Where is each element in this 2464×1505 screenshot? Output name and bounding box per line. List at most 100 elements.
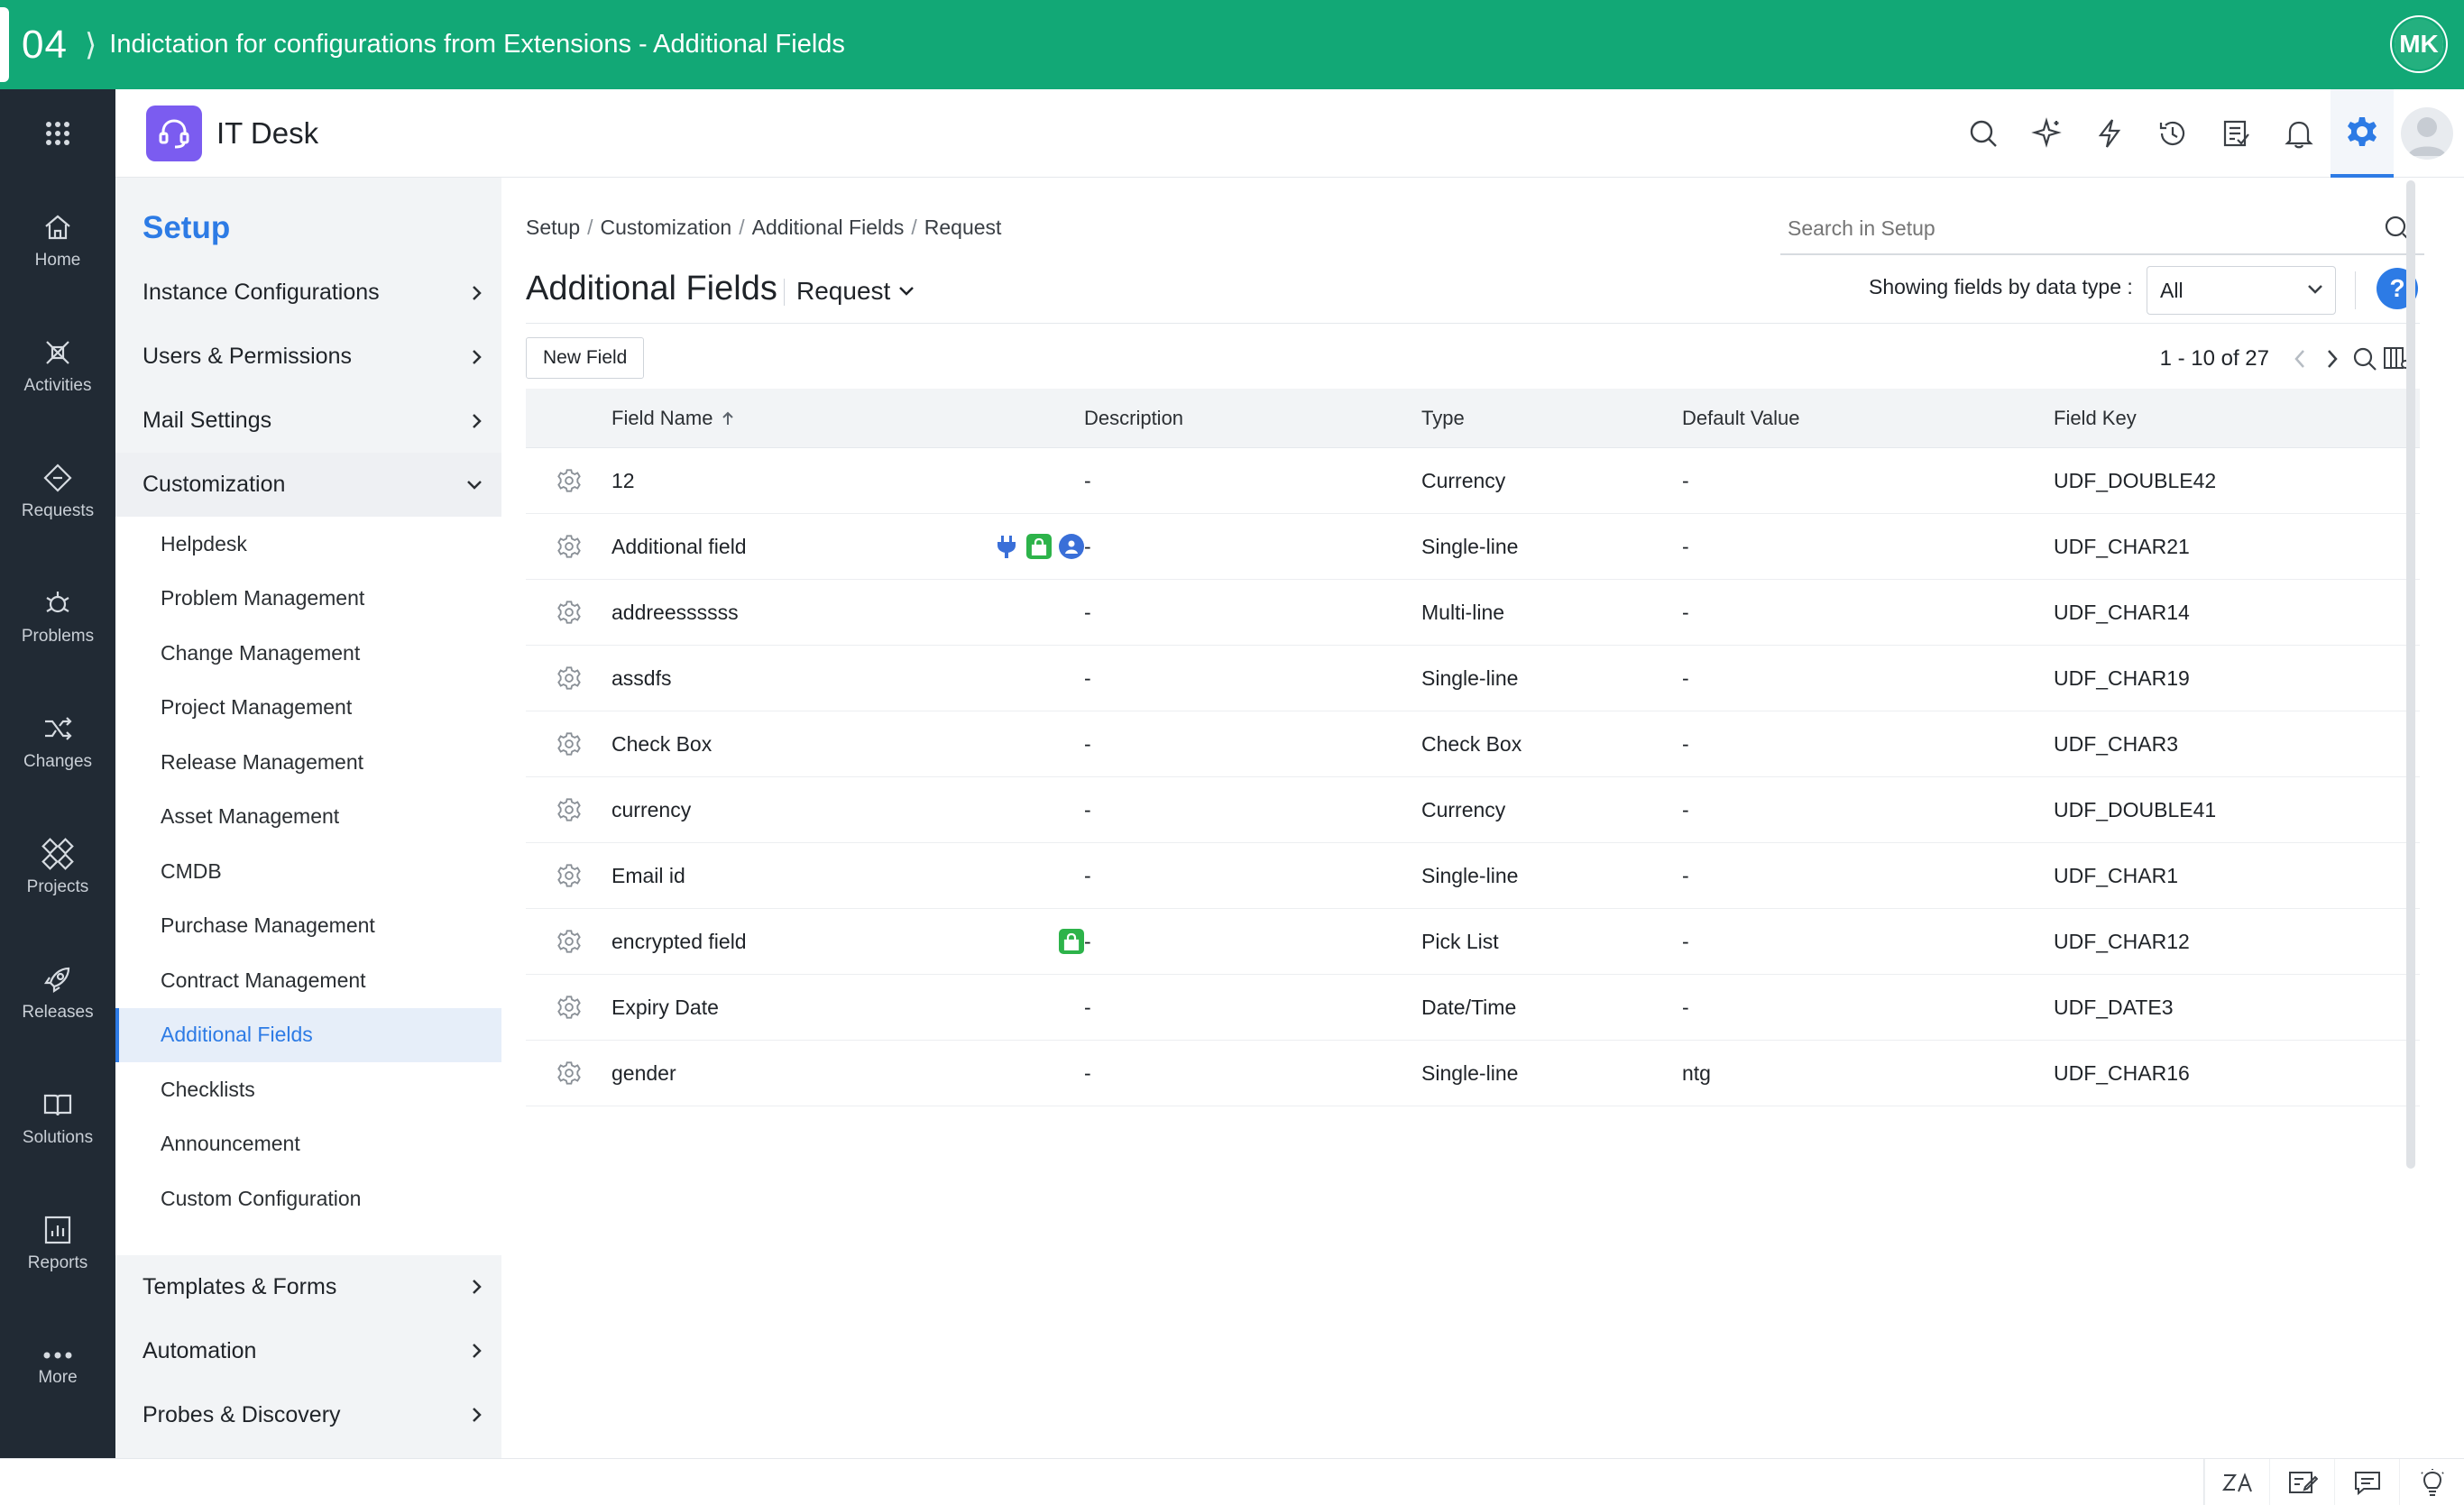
notes-icon[interactable]: [2269, 1459, 2334, 1505]
menu-group-instance-configurations[interactable]: Instance Configurations: [115, 261, 501, 325]
module-dropdown[interactable]: Request: [796, 277, 915, 306]
row-settings-button[interactable]: [526, 468, 611, 493]
submenu-additional-fields[interactable]: Additional Fields: [115, 1007, 501, 1062]
rail-more[interactable]: More: [0, 1306, 115, 1431]
submenu-asset-management[interactable]: Asset Management: [161, 804, 340, 829]
user-avatar[interactable]: MK: [2392, 17, 2446, 71]
row-settings-button[interactable]: [526, 665, 611, 691]
menu-group-customization[interactable]: Customization: [115, 453, 501, 517]
table-row[interactable]: addreessssss - Multi-line - UDF_CHAR14: [526, 580, 2420, 646]
cell-field-name[interactable]: 12: [611, 469, 1084, 493]
vertical-scrollbar[interactable]: [2406, 180, 2415, 1169]
rail-solutions[interactable]: Solutions: [0, 1055, 115, 1180]
submenu-project-management[interactable]: Project Management: [161, 695, 353, 720]
table-row[interactable]: 12 - Currency - UDF_DOUBLE42: [526, 448, 2420, 514]
step-separator-icon: ⟩: [85, 27, 97, 62]
cell-field-name[interactable]: Check Box: [611, 732, 1084, 757]
table-row[interactable]: currency - Currency - UDF_DOUBLE41: [526, 777, 2420, 843]
cell-field-name[interactable]: assdfs: [611, 666, 1084, 691]
row-settings-button[interactable]: [526, 1060, 611, 1086]
cell-field-name[interactable]: encrypted field: [611, 928, 1084, 954]
rail-problems[interactable]: Problems: [0, 554, 115, 679]
cell-field-name[interactable]: currency: [611, 798, 1084, 822]
rail-label: Solutions: [22, 1127, 94, 1147]
rail-home[interactable]: Home: [0, 178, 115, 303]
it-desk-logo[interactable]: [146, 105, 202, 161]
breadcrumb-customization[interactable]: Customization: [600, 216, 732, 239]
rail-activities[interactable]: Activities: [0, 303, 115, 428]
column-field-name[interactable]: Field Name: [611, 407, 1084, 430]
row-settings-button[interactable]: [526, 534, 611, 559]
cell-field-name[interactable]: Additional field: [611, 533, 1084, 559]
breadcrumb-additional-fields[interactable]: Additional Fields: [751, 216, 905, 239]
profile-avatar[interactable]: [2401, 107, 2453, 160]
breadcrumb-setup[interactable]: Setup: [526, 216, 581, 239]
submenu-problem-management[interactable]: Problem Management: [161, 586, 365, 610]
tasks-icon[interactable]: [2204, 89, 2267, 178]
submenu-purchase-management[interactable]: Purchase Management: [161, 913, 375, 938]
row-settings-button[interactable]: [526, 929, 611, 954]
column-description[interactable]: Description: [1084, 406, 1184, 429]
cell-description: -: [1084, 995, 1091, 1019]
rail-label: Changes: [23, 751, 93, 771]
menu-group-users-permissions[interactable]: Users & Permissions: [115, 325, 501, 389]
row-settings-button[interactable]: [526, 797, 611, 822]
cell-field-name[interactable]: addreessssss: [611, 601, 1084, 625]
ai-sparkle-icon[interactable]: [2015, 89, 2078, 178]
chat-icon[interactable]: [2334, 1459, 2399, 1505]
new-field-button[interactable]: New Field: [526, 337, 645, 379]
row-settings-button[interactable]: [526, 863, 611, 888]
cell-field-name[interactable]: Expiry Date: [611, 996, 1084, 1020]
row-settings-button[interactable]: [526, 731, 611, 757]
submenu-change-management[interactable]: Change Management: [161, 640, 361, 665]
next-page-button[interactable]: [2316, 341, 2349, 377]
table-row[interactable]: encrypted field - Pick List - UDF_CHAR12: [526, 909, 2420, 975]
table-row[interactable]: Expiry Date - Date/Time - UDF_DATE3: [526, 975, 2420, 1041]
table-row[interactable]: Additional field - Single-line - UDF_CHAR21: [526, 514, 2420, 580]
rail-label: Activities: [23, 375, 92, 395]
translate-icon[interactable]: [2204, 1459, 2269, 1505]
quick-actions-icon[interactable]: [2078, 89, 2141, 178]
menu-group-templates-forms[interactable]: Templates & Forms: [115, 1255, 501, 1319]
submenu-announcement[interactable]: Announcement: [161, 1132, 300, 1156]
apps-grid-icon[interactable]: [0, 89, 115, 178]
row-settings-button[interactable]: [526, 600, 611, 625]
rail-reports[interactable]: Reports: [0, 1180, 115, 1306]
column-default-value[interactable]: Default Value: [1682, 406, 1800, 429]
settings-gear-icon[interactable]: [2331, 89, 2394, 178]
notifications-icon[interactable]: [2267, 89, 2331, 178]
rail-projects[interactable]: Projects: [0, 804, 115, 930]
rail-requests[interactable]: Requests: [0, 428, 115, 554]
submenu-custom-configuration[interactable]: Custom Configuration: [161, 1186, 362, 1210]
submenu-cmdb[interactable]: CMDB: [161, 858, 222, 883]
submenu-checklists[interactable]: Checklists: [161, 1077, 255, 1101]
search-icon[interactable]: [1952, 89, 2015, 178]
prev-page-button[interactable]: [2284, 341, 2316, 377]
table-row[interactable]: gender - Single-line ntg UDF_CHAR16: [526, 1041, 2420, 1106]
menu-group-automation[interactable]: Automation: [115, 1319, 501, 1383]
column-field-key[interactable]: Field Key: [2054, 406, 2137, 429]
cell-default-value: -: [1682, 731, 1689, 756]
changes-icon: [45, 716, 72, 740]
row-settings-button[interactable]: [526, 995, 611, 1020]
setup-search-input[interactable]: [1780, 216, 2340, 241]
rail-changes[interactable]: Changes: [0, 679, 115, 804]
submenu-release-management[interactable]: Release Management: [161, 749, 364, 774]
history-icon[interactable]: [2141, 89, 2204, 178]
cell-field-name[interactable]: gender: [611, 1061, 1084, 1086]
field-name-text: assdfs: [611, 665, 672, 690]
table-search-button[interactable]: [2349, 341, 2381, 377]
column-type[interactable]: Type: [1421, 406, 1465, 429]
menu-group-mail-settings[interactable]: Mail Settings: [115, 389, 501, 453]
rail-releases[interactable]: Releases: [0, 930, 115, 1055]
cell-field-name[interactable]: Email id: [611, 864, 1084, 888]
data-type-filter-select[interactable]: All: [2147, 266, 2336, 315]
lightbulb-icon[interactable]: [2399, 1459, 2464, 1505]
menu-group-probes-discovery[interactable]: Probes & Discovery: [115, 1383, 501, 1447]
table-row[interactable]: Check Box - Check Box - UDF_CHAR3: [526, 711, 2420, 777]
submenu-contract-management[interactable]: Contract Management: [161, 968, 366, 992]
table-row[interactable]: Email id - Single-line - UDF_CHAR1: [526, 843, 2420, 909]
submenu-helpdesk[interactable]: Helpdesk: [161, 531, 247, 555]
pagination-count[interactable]: 1 - 10 of 27: [2159, 346, 2269, 371]
table-row[interactable]: assdfs - Single-line - UDF_CHAR19: [526, 646, 2420, 711]
